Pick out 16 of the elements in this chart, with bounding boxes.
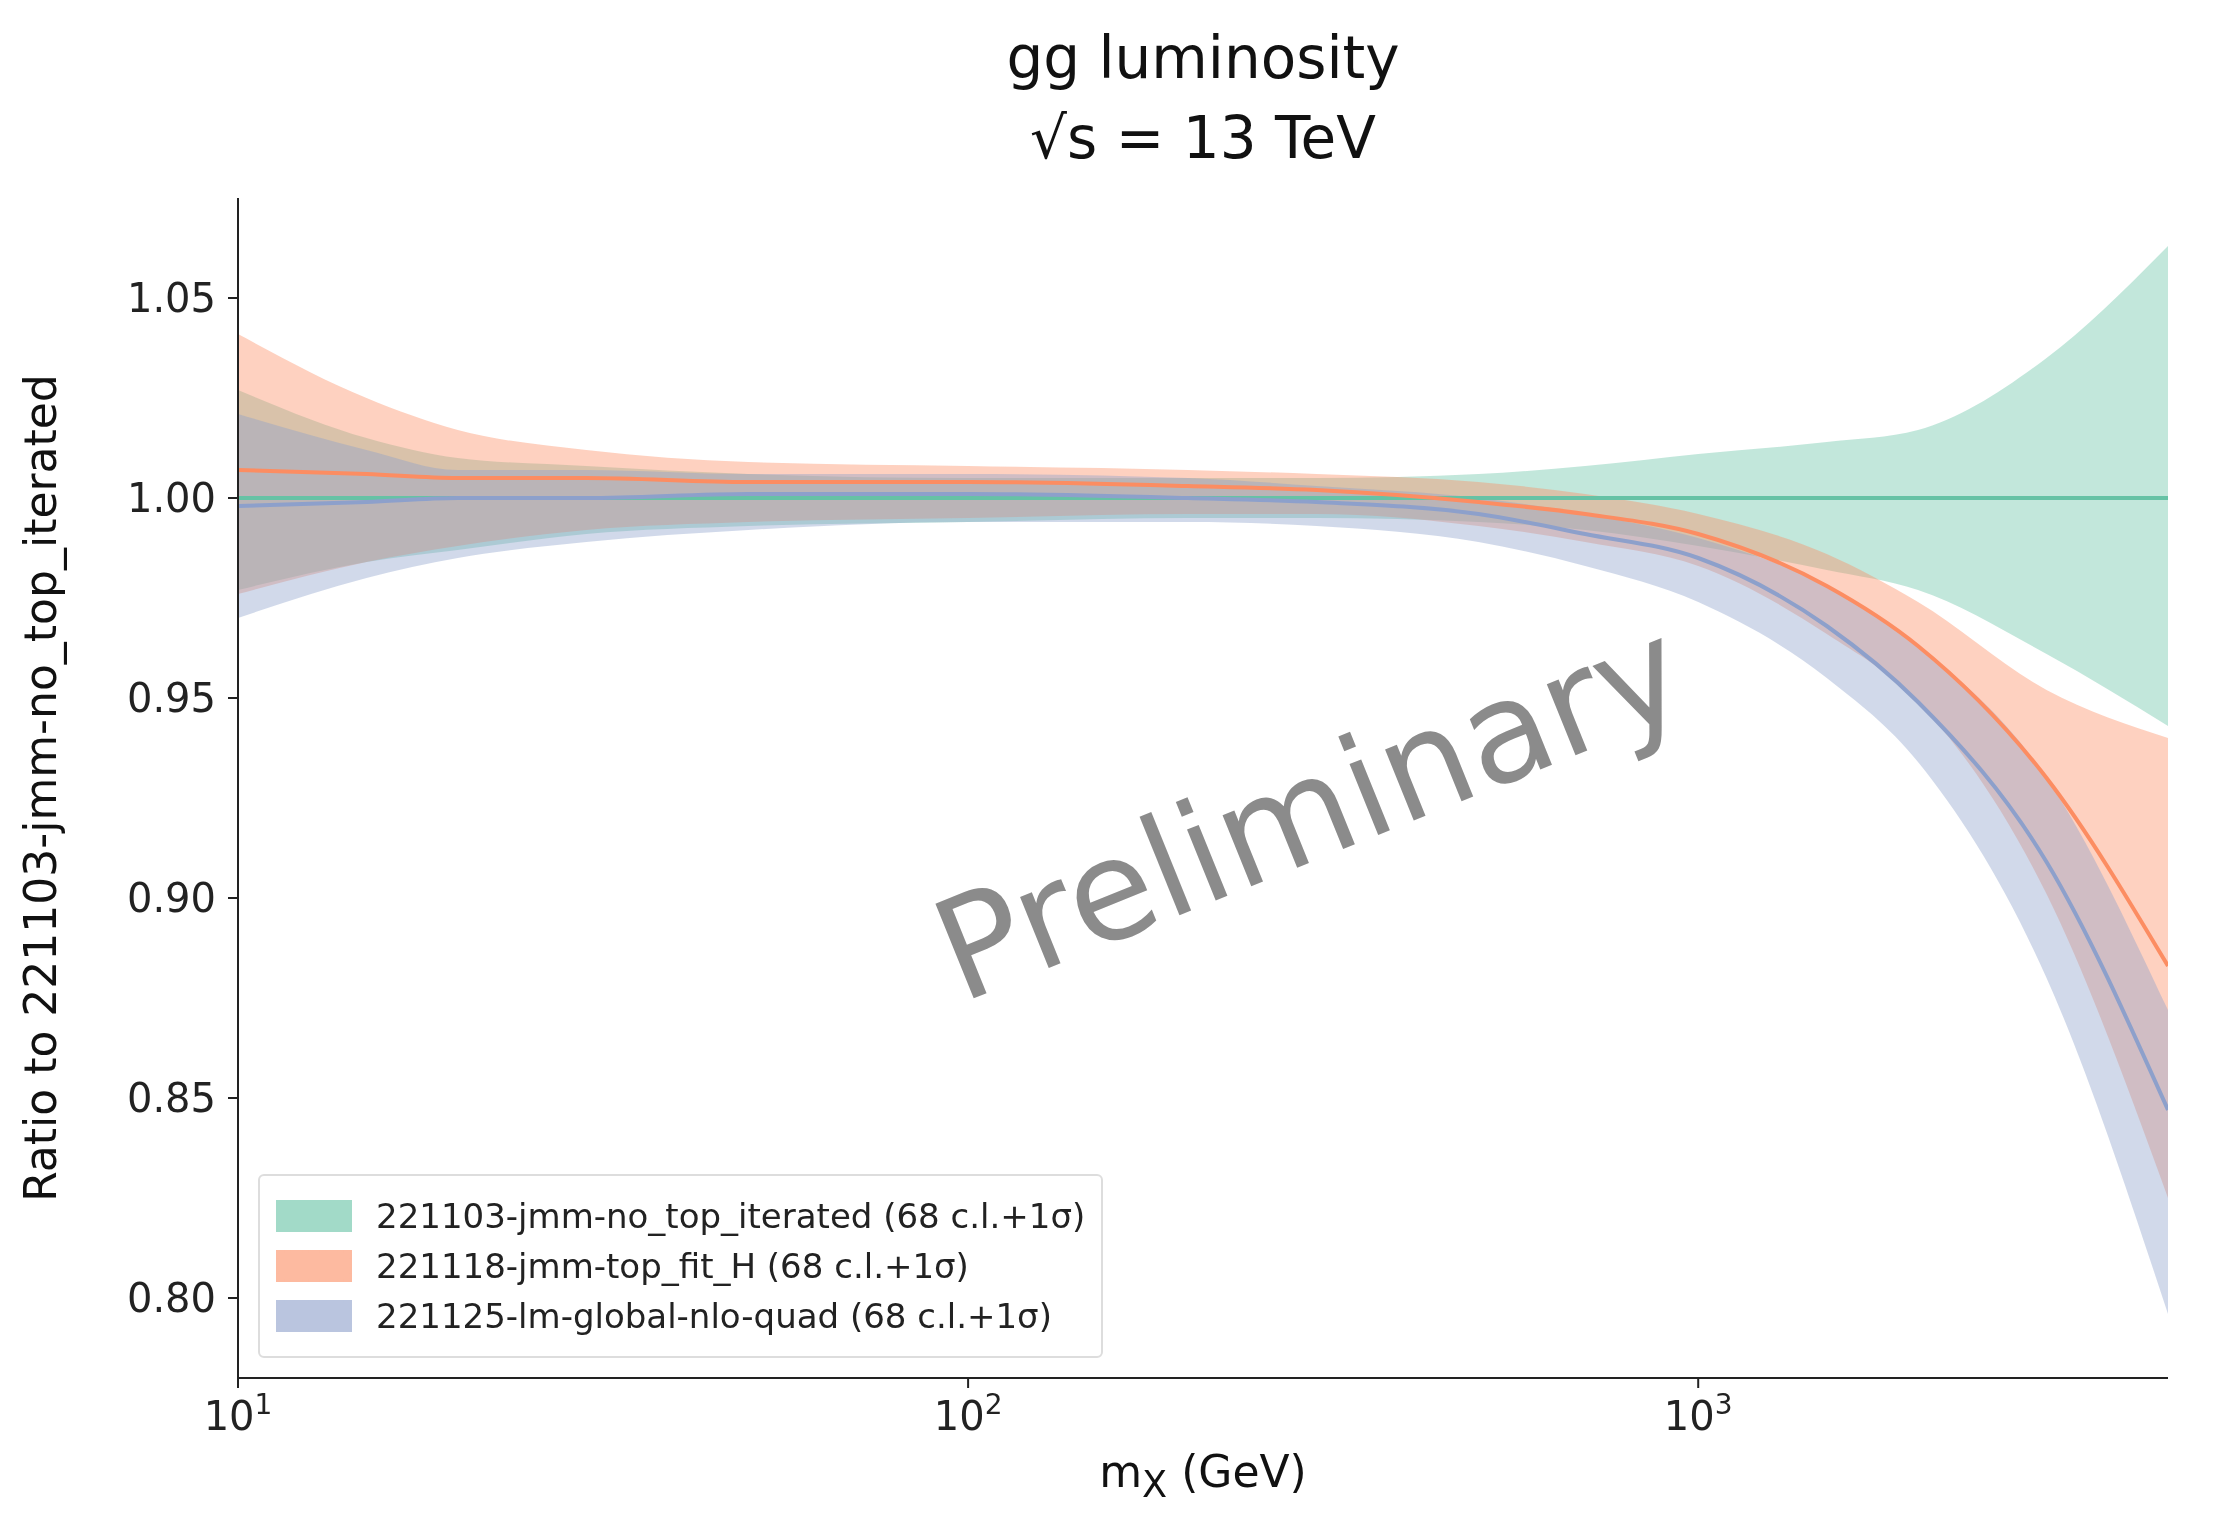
x-tick-label: 10$^{3}$ xyxy=(1663,1387,1733,1439)
chart-subtitle: √s = 13 TeV xyxy=(1029,103,1377,174)
y-tick-label: 0.80 xyxy=(126,1275,216,1321)
legend-label: 221103-jmm-no_top_iterated (68 c.l.+1σ) xyxy=(376,1196,1086,1236)
chart-title: gg luminosity xyxy=(1005,23,1401,94)
y-tick-label: 0.85 xyxy=(126,1075,216,1121)
y-tick-label: 0.90 xyxy=(126,875,216,921)
x-axis-title: m$_{X}$ (GeV) xyxy=(1098,1446,1308,1506)
y-axis-title: Ratio to 221103-jmm-no_top_iterated xyxy=(14,374,66,1202)
legend-label: 221118-jmm-top_fit_H (68 c.l.+1σ) xyxy=(376,1246,969,1286)
y-tick-label: 1.00 xyxy=(126,475,216,521)
x-tick-label: 10$^{1}$ xyxy=(203,1387,273,1439)
legend-label: 221125-lm-global-nlo-quad (68 c.l.+1σ) xyxy=(376,1296,1052,1336)
y-tick-label: 1.05 xyxy=(126,275,216,321)
x-tick-label: 10$^{2}$ xyxy=(933,1387,1003,1439)
y-tick-label: 0.95 xyxy=(126,675,216,721)
